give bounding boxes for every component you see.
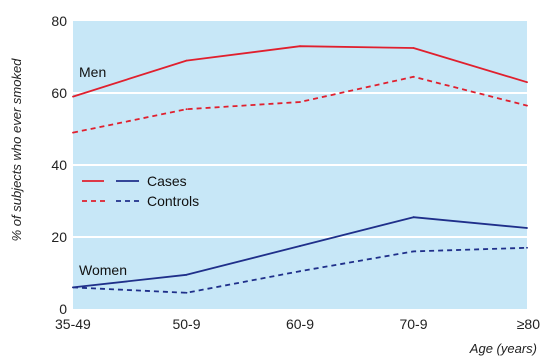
point-men-cases-2	[299, 45, 301, 48]
point-men-cases-4	[526, 81, 528, 84]
point-women-controls-1	[185, 291, 188, 294]
y-tick-labels: 0 20 40 60 80	[51, 13, 67, 317]
x-tick-2: 60-9	[286, 316, 314, 332]
x-tick-3: 70-9	[399, 316, 427, 332]
legend-cases-label: Cases	[147, 173, 187, 189]
legend-controls-label: Controls	[147, 193, 199, 209]
y-tick-0: 0	[59, 301, 67, 317]
point-men-controls-3	[412, 75, 415, 78]
point-women-cases-1	[185, 273, 188, 276]
point-men-cases-0	[72, 95, 74, 98]
x-tick-1: 50-9	[172, 316, 200, 332]
point-men-controls-0	[72, 131, 74, 134]
series-lines	[72, 45, 528, 294]
y-tick-20: 20	[51, 229, 67, 245]
point-women-controls-2	[299, 270, 301, 273]
point-men-controls-1	[185, 108, 188, 111]
y-tick-60: 60	[51, 85, 67, 101]
point-men-controls-2	[299, 101, 301, 103]
point-women-controls-3	[412, 250, 415, 253]
point-women-controls-4	[526, 246, 528, 249]
grid-lines	[73, 92, 527, 238]
y-axis-label: % of subjects who ever smoked	[9, 58, 24, 242]
point-men-cases-3	[412, 47, 415, 49]
point-women-cases-3	[412, 216, 415, 219]
y-tick-80: 80	[51, 13, 67, 29]
group-label-women: Women	[79, 262, 127, 278]
point-men-cases-1	[185, 59, 188, 62]
point-women-controls-0	[72, 286, 74, 289]
group-label-men: Men	[79, 64, 106, 80]
x-tick-0: 35-49	[55, 316, 91, 332]
x-tick-labels: 35-49 50-9 60-9 70-9 ≥80	[55, 316, 540, 332]
y-tick-40: 40	[51, 157, 67, 173]
point-women-cases-2	[299, 245, 301, 247]
x-axis-label: Age (years)	[469, 341, 537, 356]
point-men-controls-4	[526, 104, 528, 107]
x-tick-4: ≥80	[517, 316, 540, 332]
legend: Cases Controls	[82, 173, 199, 209]
point-women-cases-4	[526, 227, 528, 229]
